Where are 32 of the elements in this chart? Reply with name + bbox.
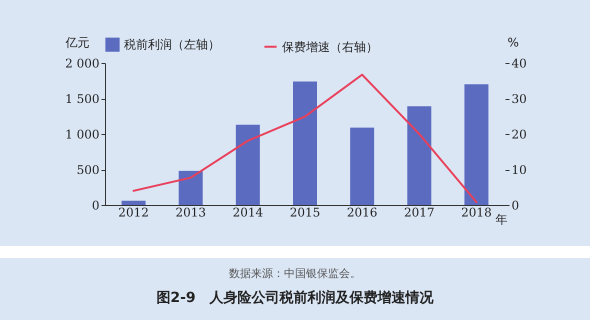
y2-tick-label: 0 (512, 198, 520, 212)
y2-tick-label: 10 (512, 163, 527, 177)
bar (178, 170, 203, 205)
line-series (132, 74, 478, 204)
bar (464, 84, 488, 205)
source-note: 数据来源：中国银保监会。 (228, 266, 362, 281)
x-tick-label: 2014 (232, 206, 264, 220)
y2-tick-label: 40 (512, 56, 527, 70)
y2-tick-label: 20 (512, 128, 527, 142)
y-tick-label: 0 (92, 198, 100, 212)
y2-tick-label: 30 (512, 92, 527, 106)
x-tick-label: 2017 (404, 206, 435, 220)
x-axis-title: 年 (496, 212, 508, 226)
text: 图2-9 人身险公司税前利润及保费增速情况 (155, 289, 435, 307)
legend-label: 保费增速（右轴） (282, 40, 378, 54)
y-tick-label: 2 000 (65, 56, 100, 70)
bar (407, 106, 432, 205)
x-tick-label: 2016 (346, 206, 378, 220)
x-tick-label: 2015 (290, 206, 320, 220)
bar (122, 200, 146, 205)
y-axis-title: 亿元 (64, 36, 90, 50)
bar (236, 124, 260, 205)
y-tick-label: 500 (76, 163, 100, 177)
y-tick-label: 1 500 (65, 92, 100, 106)
x-tick-label: 2013 (175, 206, 206, 220)
x-tick-label: 2018 (461, 206, 492, 220)
bar (293, 81, 317, 205)
y-tick-label: 1 000 (65, 128, 100, 142)
bar (350, 128, 374, 205)
x-tick-label: 2012 (118, 206, 149, 220)
y2-axis-title: % (508, 36, 519, 50)
legend-label: 税前利润（左轴） (124, 38, 220, 52)
